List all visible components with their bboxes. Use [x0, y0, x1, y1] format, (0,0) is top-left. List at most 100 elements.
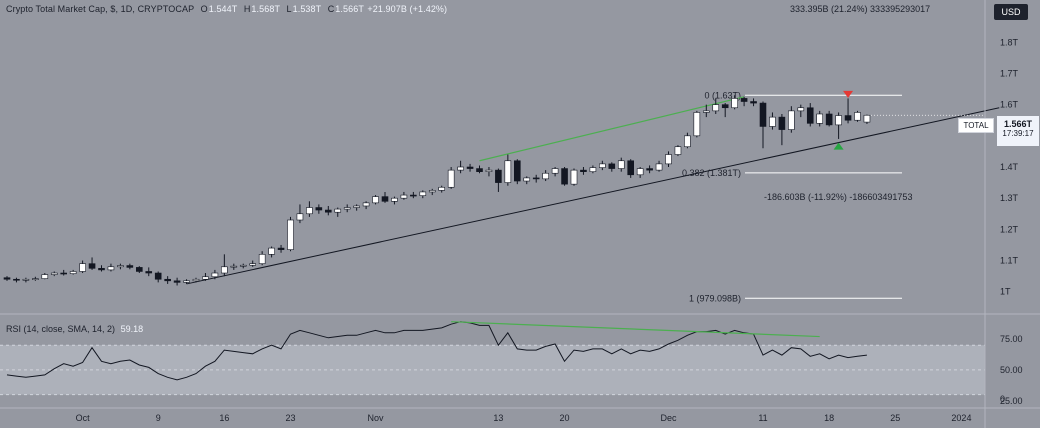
rsi-tick-label: 25.00 — [1000, 396, 1023, 406]
candle-body — [447, 169, 455, 188]
time-tick-label: 16 — [219, 413, 229, 423]
candle-body — [580, 169, 587, 172]
candle-body — [88, 263, 96, 269]
high-value: 1.568T — [251, 4, 280, 14]
candle-body — [721, 104, 729, 109]
candle-body — [32, 278, 39, 280]
candle-body — [173, 280, 181, 283]
candle-body — [145, 271, 153, 274]
candle-body — [617, 160, 625, 169]
time-tick-label: 20 — [560, 413, 570, 423]
candle-body — [476, 168, 483, 172]
time-tick-label: Nov — [368, 413, 385, 423]
candle-body — [816, 113, 824, 124]
candle-body — [117, 265, 124, 268]
candle-body — [457, 166, 464, 171]
price-tick-label: 1.7T — [1000, 68, 1019, 78]
rsi-tick-label: 75.00 — [1000, 334, 1023, 344]
candle-body — [523, 177, 531, 182]
measure-label-mid: -186.603B (-11.92%) -186603491753 — [764, 192, 913, 202]
candle-body — [107, 266, 115, 271]
close-label: C — [327, 4, 335, 14]
candle-body — [126, 265, 134, 268]
candle-body — [513, 160, 521, 182]
candle-body — [627, 160, 635, 176]
price-tick-label: 1.6T — [1000, 100, 1019, 110]
last-price: 1.566T — [1003, 119, 1033, 129]
candle-body — [466, 166, 474, 169]
candle-body — [391, 197, 398, 202]
candle-body — [183, 280, 190, 283]
time-tick-label: 2024 — [951, 413, 971, 423]
time-tick-label: Oct — [76, 413, 91, 423]
measure-label-top: 333.395B (21.24%) 333395293017 — [790, 4, 931, 14]
candle-body — [665, 154, 672, 165]
candle-body — [230, 265, 238, 268]
candle-body — [788, 110, 795, 130]
currency-button[interactable]: USD — [994, 4, 1028, 20]
candle-body — [372, 196, 379, 204]
price-tick-label: 1.4T — [1000, 162, 1019, 172]
candle-body — [154, 272, 162, 280]
candle-body — [797, 107, 805, 112]
candle-body — [400, 194, 408, 199]
candle-body — [41, 274, 49, 279]
candle-body — [79, 263, 86, 272]
last-price-tag: 1.566T 17:39:17 — [997, 116, 1039, 146]
price-pane: 0 (1.63T) 0.382 (1.381T) 1 (979.098B) — [3, 90, 1000, 303]
time-tick-label: 11 — [758, 413, 767, 423]
candle-body — [324, 209, 332, 213]
candle-body — [551, 168, 559, 174]
candle-body — [69, 271, 77, 274]
candle-body — [599, 163, 606, 168]
candle-body — [495, 169, 502, 183]
candle-body — [532, 177, 540, 180]
candle-body — [221, 266, 228, 274]
candle-body — [164, 278, 171, 282]
candle-body — [13, 278, 20, 281]
rsi-tick-label: 50.00 — [1000, 365, 1023, 375]
time-tick-label: 23 — [285, 413, 295, 423]
time-tick-label: Dec — [660, 413, 677, 423]
candle-body — [542, 172, 549, 180]
bar-countdown: 17:39:17 — [1002, 129, 1034, 138]
candle-body — [136, 267, 143, 272]
candle-body — [239, 264, 247, 267]
price-tick-label: 1T — [1000, 287, 1011, 297]
candle-body — [636, 168, 644, 176]
candle-body — [863, 114, 871, 123]
time-tick-label: 18 — [824, 413, 834, 423]
buy-signal-marker — [833, 142, 844, 150]
symbol-tag: TOTAL — [958, 118, 994, 133]
time-tick-label: 13 — [493, 413, 503, 423]
candle-body — [50, 272, 58, 275]
symbol-legend: Crypto Total Market Cap, $, 1D, CRYPTOCA… — [6, 4, 447, 14]
price-tick-label: 1.3T — [1000, 193, 1019, 203]
candle-body — [750, 101, 757, 104]
candle-body — [353, 205, 360, 208]
support-trend-line — [186, 107, 1000, 285]
change-value: +21.907B (+1.42%) — [367, 4, 448, 14]
candle-body — [249, 263, 256, 266]
candle-body — [419, 191, 427, 196]
candle-body — [268, 247, 275, 255]
candle-body — [410, 194, 417, 197]
candle-body — [428, 190, 436, 193]
price-tick-label: 1.1T — [1000, 256, 1019, 266]
candle-body — [561, 168, 568, 185]
price-tick-label: 1.8T — [1000, 37, 1019, 47]
candle-body — [693, 112, 701, 137]
candle-body — [844, 115, 852, 121]
candle-body — [258, 254, 266, 264]
candle-body — [712, 104, 720, 112]
candle-body — [835, 115, 842, 126]
candle-body — [646, 168, 653, 171]
candle-body — [287, 219, 294, 250]
rsi-title: RSI (14, close, SMA, 14, 2) — [6, 324, 116, 334]
candle-body — [702, 110, 710, 113]
candle-body — [3, 277, 11, 280]
fib-level-label: 1 (979.098B) — [689, 293, 741, 303]
candle-body — [778, 116, 786, 130]
